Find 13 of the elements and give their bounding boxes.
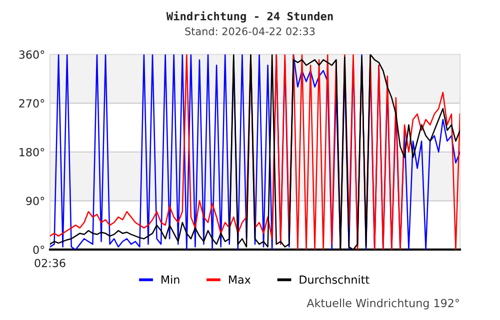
y-tick-label: 180° xyxy=(20,148,44,156)
y-tick-label: 90° xyxy=(26,196,44,206)
line-series xyxy=(50,54,460,250)
y-tick-label: 270° xyxy=(19,99,44,108)
legend-label: Max xyxy=(229,276,251,284)
legend-label: Min xyxy=(162,275,180,284)
legend-label: Durchschnitt xyxy=(300,275,370,284)
text: Aktuelle Windrichtung 192° xyxy=(306,298,459,310)
text: 02:36 xyxy=(34,258,66,268)
chart-subtitle: Stand: 2026-04-22 02:33 xyxy=(185,27,315,36)
chart-title: Windrichtung - 24 Stunden xyxy=(166,11,333,23)
y-tick-label: 360° xyxy=(19,50,44,59)
y-tick-label: 0° xyxy=(33,246,44,254)
